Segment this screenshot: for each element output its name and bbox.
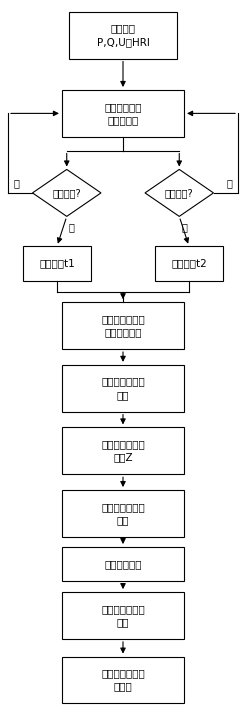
Bar xyxy=(69,11,177,58)
Bar xyxy=(62,490,184,537)
Text: 记录时间t2: 记录时间t2 xyxy=(171,258,207,268)
Bar xyxy=(62,302,184,349)
Bar xyxy=(62,656,184,703)
Text: 判断设备的容抗
特性: 判断设备的容抗 特性 xyxy=(101,377,145,400)
Text: 计算设备消耗的
电能: 计算设备消耗的 电能 xyxy=(101,604,145,627)
Bar xyxy=(62,592,184,639)
Text: 否: 否 xyxy=(14,179,19,189)
Text: 是: 是 xyxy=(69,223,75,233)
Text: 识别用电设备: 识别用电设备 xyxy=(104,559,142,569)
Text: 否: 否 xyxy=(227,179,232,189)
Bar xyxy=(62,365,184,412)
Bar xyxy=(62,90,184,137)
Text: 记录时间t1: 记录时间t1 xyxy=(39,258,75,268)
Bar xyxy=(23,246,91,281)
Text: 停止信号?: 停止信号? xyxy=(165,188,194,198)
Text: 启动信号?: 启动信号? xyxy=(52,188,81,198)
Polygon shape xyxy=(32,169,101,216)
Text: 用电设备分项能
耗统计: 用电设备分项能 耗统计 xyxy=(101,669,145,691)
Bar xyxy=(62,547,184,582)
Text: 判断用电设备是
否是变频设备: 判断用电设备是 否是变频设备 xyxy=(101,314,145,337)
Polygon shape xyxy=(145,169,214,216)
Bar xyxy=(155,246,223,281)
Text: 是: 是 xyxy=(181,223,187,233)
Bar xyxy=(62,427,184,474)
Text: 考虑设备的运行
时间: 考虑设备的运行 时间 xyxy=(101,502,145,525)
Text: 计算运行设备的
阻抗Z: 计算运行设备的 阻抗Z xyxy=(101,439,145,463)
Text: 监测参数
P,Q,U和HRI: 监测参数 P,Q,U和HRI xyxy=(97,23,149,47)
Text: 检测设备启动
和停止信号: 检测设备启动 和停止信号 xyxy=(104,102,142,125)
